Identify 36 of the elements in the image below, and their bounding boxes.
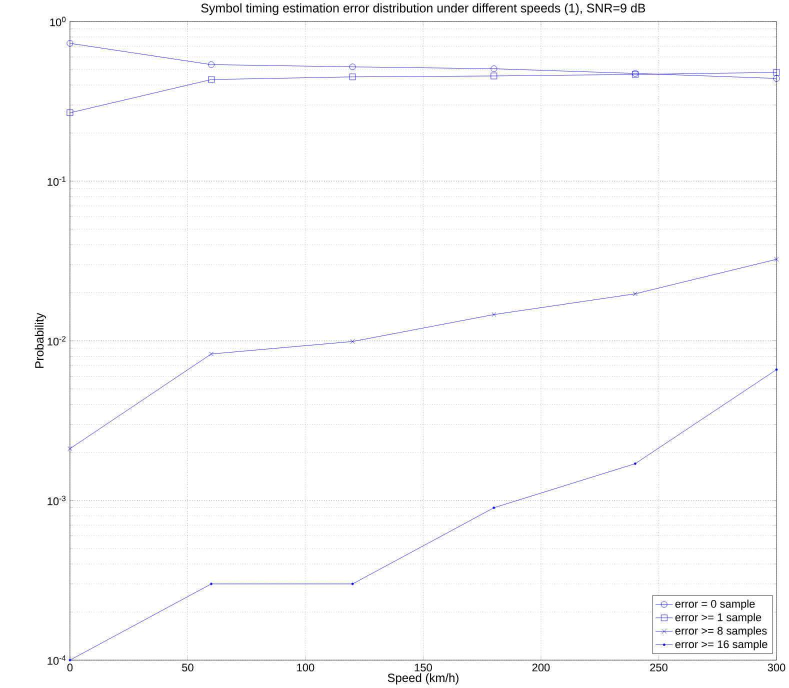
- x-tick-label: 100: [297, 664, 314, 672]
- x-tick-label: 200: [532, 664, 550, 672]
- point: [208, 76, 214, 83]
- legend-label: error = 0 sample: [675, 600, 755, 610]
- y-tick-label: 10$^{-3}$: [48, 496, 66, 506]
- y-tick-label: 10$^{-4}$: [48, 656, 66, 665]
- x-tick-label: 0: [67, 664, 73, 672]
- x-axis-title: Speed (km/h): [388, 673, 458, 685]
- point: [490, 72, 498, 80]
- point: [350, 339, 355, 344]
- y-tick-label: 10$^{-1}$: [48, 176, 66, 186]
- point: [208, 352, 214, 356]
- point: [208, 62, 214, 68]
- point: [66, 110, 74, 116]
- point: [490, 66, 498, 72]
- point: [68, 446, 72, 452]
- x-tick-label: 150: [414, 664, 432, 672]
- point: [773, 69, 780, 76]
- point: [66, 40, 74, 47]
- y-tick-label: 10$^{0}$: [50, 16, 66, 26]
- y-axis-title: Probability: [34, 312, 46, 368]
- point: [632, 292, 638, 296]
- x-tick-label: 300: [768, 664, 786, 672]
- point: [492, 312, 496, 317]
- legend-label: error >= 8 samples: [675, 626, 767, 637]
- y-tick-label: 10$^{-2}$: [48, 336, 66, 346]
- point: [492, 506, 496, 510]
- point: [349, 74, 356, 80]
- legend-label: error >= 1 sample: [675, 613, 762, 624]
- point: [773, 75, 780, 82]
- x-tick-label: 250: [650, 664, 668, 672]
- point: [349, 64, 356, 70]
- point: [774, 257, 779, 262]
- legend-label: error >= 16 sample: [675, 640, 768, 650]
- chart-title: Symbol timing estimation error distribution under different speeds (1), SNR=9 dB: [201, 3, 646, 16]
- x-tick-label: 50: [182, 664, 194, 672]
